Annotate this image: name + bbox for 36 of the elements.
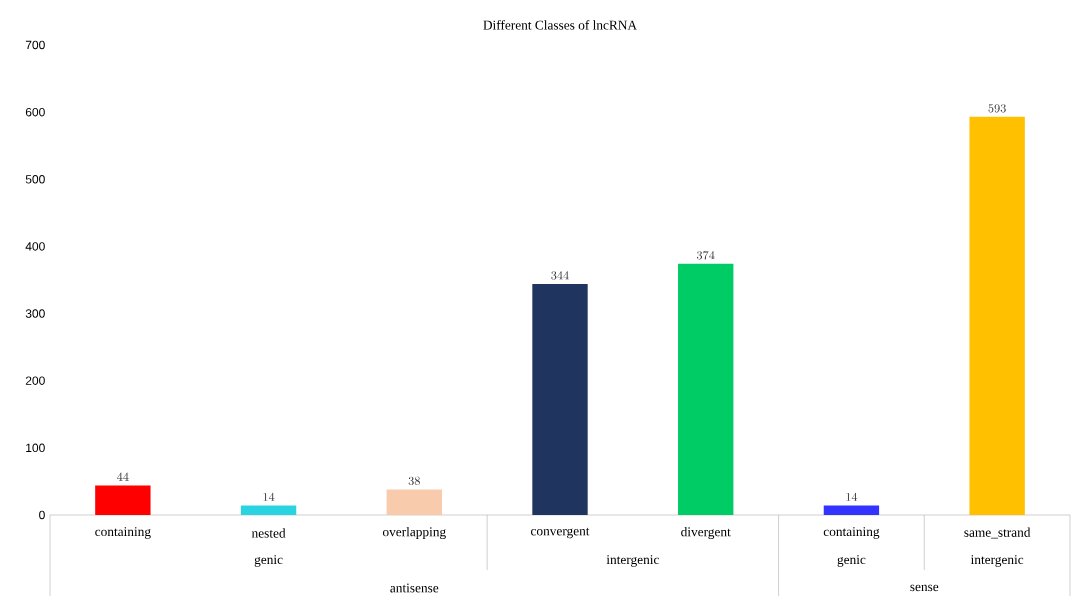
bar <box>823 505 880 516</box>
y-tick-label: 300 <box>25 309 45 318</box>
chart-title: Different Classes of lncRNA <box>483 20 637 30</box>
y-tick-label: 100 <box>26 443 45 453</box>
y-tick-label: 700 <box>25 40 45 50</box>
text: genic <box>254 555 283 567</box>
text: intergenic <box>606 555 659 567</box>
x-tick-label: convergent <box>531 527 590 539</box>
bar <box>532 284 588 516</box>
y-tick-label: 600 <box>25 107 45 117</box>
y-tick-label: 400 <box>25 242 45 251</box>
bar <box>386 489 442 516</box>
data-label: 38 <box>408 476 420 486</box>
data-label: 44 <box>117 472 129 481</box>
data-label: 14 <box>846 492 858 501</box>
x-tick-label: same_strand <box>964 527 1031 539</box>
data-label: 344 <box>551 271 569 280</box>
bar <box>95 485 151 516</box>
bar <box>678 263 734 516</box>
x-tick-label: overlapping <box>382 526 446 540</box>
data-label: 593 <box>988 104 1006 113</box>
text: antisense <box>390 583 439 593</box>
text: intergenic <box>970 555 1024 567</box>
x-tick-label: containing <box>823 527 880 539</box>
text: sense <box>910 584 939 592</box>
data-label: 14 <box>263 492 275 501</box>
x-tick-label: containing <box>95 527 151 539</box>
bar <box>240 505 297 516</box>
data-label: 374 <box>696 251 715 260</box>
x-tick-label: nested <box>251 528 286 538</box>
bar <box>969 116 1025 516</box>
y-tick-label: 500 <box>25 175 45 184</box>
y-tick-label: 0 <box>39 510 45 520</box>
text: genic <box>837 555 866 567</box>
x-tick-label: divergent <box>681 526 731 540</box>
y-tick-label: 200 <box>25 376 45 386</box>
